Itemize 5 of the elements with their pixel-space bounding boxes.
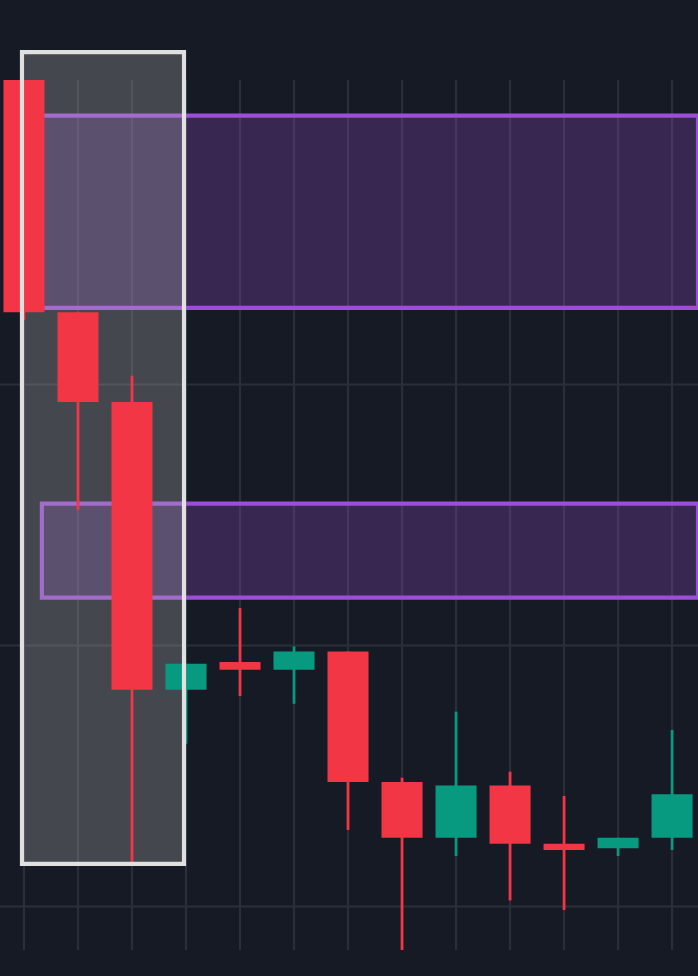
candlestick (219, 606, 261, 698)
candlestick (543, 794, 585, 912)
candlestick (165, 662, 207, 746)
candlestick (273, 644, 315, 706)
candlestick (651, 728, 693, 852)
